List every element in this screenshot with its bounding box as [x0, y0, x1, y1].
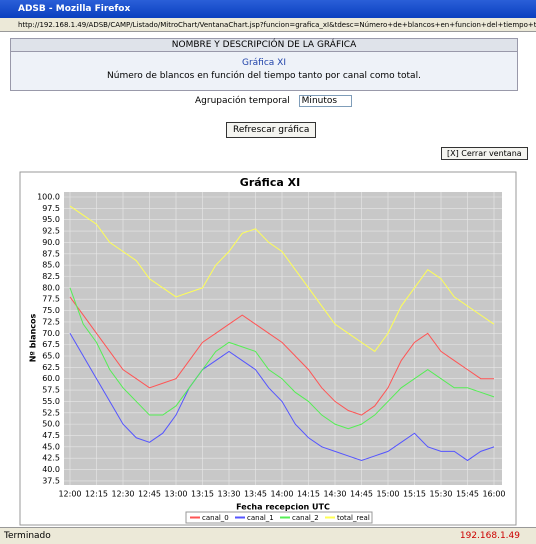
legend-label: canal_0	[202, 514, 229, 522]
grouping-label: Agrupación temporal	[195, 96, 290, 106]
grouping-row: Agrupación temporal Minutos	[195, 95, 353, 107]
status-bar: Terminado 192.168.1.49	[0, 527, 536, 544]
y-tick-label: 85.0	[42, 261, 60, 270]
x-tick-label: 13:15	[191, 490, 214, 499]
x-tick-label: 12:30	[111, 490, 134, 499]
chart-name: Gráfica XI	[241, 58, 286, 68]
x-tick-label: 15:15	[403, 490, 426, 499]
refresh-button[interactable]: Refrescar gráfica	[226, 122, 317, 138]
x-tick-label: 14:45	[350, 490, 373, 499]
close-button[interactable]: [X] Cerrar ventana	[441, 147, 528, 160]
legend-label: canal_1	[247, 514, 274, 522]
grouping-select[interactable]: Minutos	[298, 95, 353, 107]
status-ip: 192.168.1.49	[459, 531, 520, 541]
series-line	[69, 205, 495, 353]
x-tick-label: 16:00	[482, 490, 505, 499]
status: Terminado	[4, 531, 51, 541]
y-tick-label: 87.5	[42, 249, 60, 258]
y-tick-label: 100.0	[37, 192, 60, 201]
section-title: NOMBRE Y DESCRIPCIÓN DE LA GRÁFICA	[171, 40, 357, 50]
legend-label: total_real	[337, 514, 370, 522]
x-tick-label: 15:30	[429, 490, 452, 499]
y-tick-label: 65.0	[42, 351, 60, 360]
y-tick-label: 90.0	[42, 238, 60, 247]
x-tick-label: 15:45	[456, 490, 479, 499]
x-tick-label: 13:45	[244, 490, 267, 499]
y-tick-label: 80.0	[42, 283, 60, 292]
x-tick-label: 14:00	[270, 490, 293, 499]
x-tick-label: 14:30	[323, 490, 346, 499]
x-tick-label: 13:30	[217, 490, 240, 499]
y-tick-label: 37.5	[42, 476, 60, 485]
legend-box	[185, 511, 373, 524]
x-tick-label: 14:15	[297, 490, 320, 499]
description: Número de blancos en función del tiempo …	[107, 71, 421, 81]
y-tick-label: 60.0	[42, 374, 60, 383]
window-title: ADSB - Mozilla Firefox	[18, 4, 131, 14]
y-tick-label: 77.5	[42, 295, 60, 304]
y-tick-label: 95.0	[42, 215, 60, 224]
url: http://192.168.1.49/ADSB/CAMP/Listado/Mi…	[18, 21, 536, 29]
y-tick-label: 75.0	[42, 306, 60, 315]
legend-label: canal_2	[292, 514, 319, 522]
y-tick-label: 62.5	[42, 363, 60, 372]
y-axis-label: Nº blancos	[29, 313, 38, 362]
y-tick-label: 45.0	[42, 442, 60, 451]
x-tick-label: 12:45	[138, 490, 161, 499]
y-tick-label: 40.0	[42, 465, 60, 474]
title-bar: ADSB - Mozilla Firefox	[0, 0, 536, 18]
x-axis-label: Fecha recepcion UTC	[236, 503, 330, 512]
series-line	[69, 296, 494, 416]
y-tick-label: 82.5	[42, 272, 60, 281]
series-line	[69, 333, 495, 462]
x-tick-label: 15:00	[376, 490, 399, 499]
y-tick-label: 70.0	[42, 329, 60, 338]
y-tick-label: 97.5	[42, 204, 60, 213]
url-bar[interactable]: http://192.168.1.49/ADSB/CAMP/Listado/Mi…	[0, 18, 536, 32]
y-tick-label: 47.5	[42, 431, 60, 440]
y-tick-label: 42.5	[42, 454, 60, 463]
plot-area	[64, 192, 502, 485]
y-tick-label: 52.5	[42, 408, 60, 417]
y-tick-label: 57.5	[42, 386, 60, 395]
y-tick-label: 92.5	[42, 227, 60, 236]
x-tick-label: 12:00	[58, 490, 81, 499]
y-tick-label: 55.0	[42, 397, 60, 406]
y-tick-label: 72.5	[42, 317, 60, 326]
y-tick-label: 50.0	[42, 420, 60, 429]
x-tick-label: 13:00	[164, 490, 187, 499]
description-box: Gráfica XI Número de blancos en función …	[10, 51, 518, 91]
y-tick-label: 67.5	[42, 340, 60, 349]
x-tick-label: 12:15	[85, 490, 108, 499]
series-line	[69, 287, 495, 430]
chart-title: Gráfica XI	[240, 176, 300, 189]
